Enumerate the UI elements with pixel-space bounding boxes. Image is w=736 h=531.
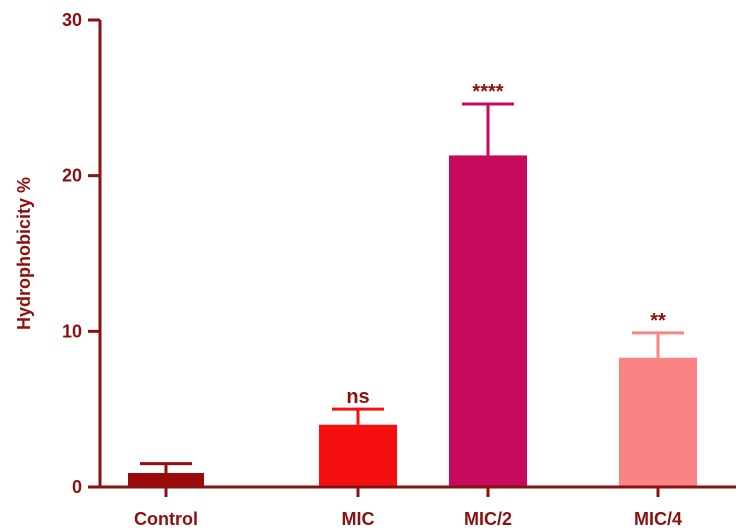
y-tick-label: 30	[62, 10, 82, 30]
bar	[319, 424, 397, 487]
x-category-label: MIC/2	[464, 509, 512, 529]
significance-label: **	[650, 310, 666, 332]
x-category-label: Control	[134, 509, 198, 529]
significance-label: ns	[346, 386, 369, 408]
bars-layer: ns******	[128, 81, 697, 487]
significance-label: ****	[472, 81, 503, 103]
axes-layer	[98, 20, 736, 489]
y-tick-label: 10	[62, 321, 82, 341]
bar	[128, 472, 204, 487]
y-ticks: 0 10 20 30	[62, 10, 100, 497]
x-category-label: MIC/4	[634, 509, 682, 529]
y-tick-label: 0	[72, 477, 82, 497]
y-axis-title: Hydrophobicity %	[14, 177, 34, 330]
x-category-labels: Control MIC MIC/2 MIC/4	[134, 487, 682, 529]
bar	[449, 155, 527, 487]
x-category-label: MIC	[342, 509, 375, 529]
y-tick-label: 20	[62, 166, 82, 186]
bar	[619, 357, 697, 487]
